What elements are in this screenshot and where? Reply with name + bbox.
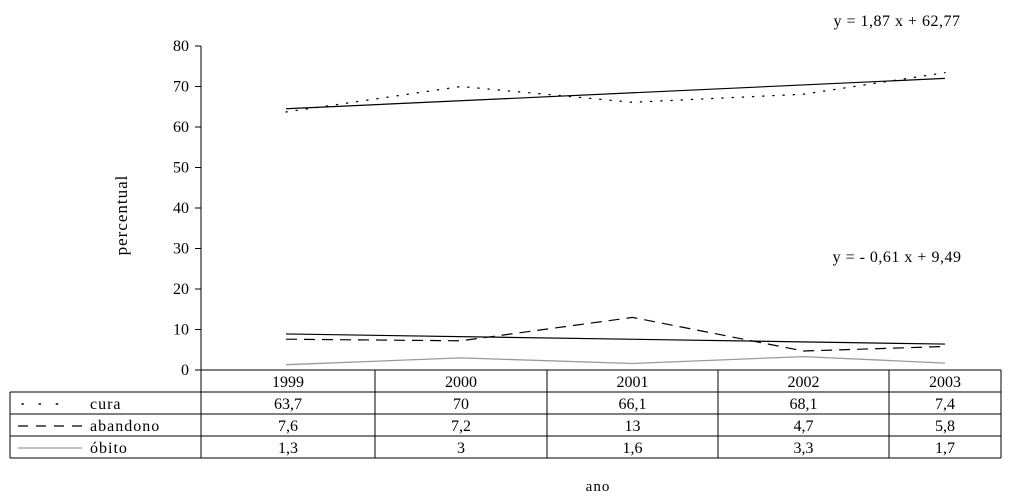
x-tick-label: 2002 [788, 374, 820, 391]
x-axis-label: ano [586, 479, 611, 495]
table-cell: 70 [453, 396, 469, 413]
y-tick-label: 50 [173, 160, 189, 177]
y-tick-label: 10 [173, 322, 189, 339]
table-cell: 7,2 [451, 418, 471, 435]
x-tick-label: 2001 [617, 374, 649, 391]
trendline [285, 77, 946, 110]
x-tick-label: 2003 [929, 374, 961, 391]
series-layer [285, 72, 946, 366]
y-tick-label: 40 [173, 200, 189, 217]
x-tick-label: 2000 [445, 374, 477, 391]
data-table: 1999 2000 2001 2002 2003 cura 63,7 70 66,1 68,1 7,… [9, 369, 1002, 459]
table-cell: 1,3 [278, 440, 298, 457]
y-axis-label: percentual [112, 175, 131, 256]
table-cell: 7,4 [935, 396, 955, 413]
y-tick-label: 0 [181, 362, 189, 379]
trendline-layer: y = 1,87 x + 62,77 y = - 0,61 x + 9,49 [285, 13, 962, 345]
series-line-abandono [285, 316, 946, 352]
trendline [285, 333, 946, 345]
table-cell: 7,6 [278, 418, 298, 435]
legend-label: cura [90, 396, 122, 413]
table-cell: 3 [457, 440, 465, 457]
table-cell: 5,8 [935, 418, 955, 435]
y-axis: 0 10 20 30 40 50 60 70 80 [173, 38, 202, 379]
table-cell: 4,7 [794, 418, 814, 435]
table-cell: 1,6 [623, 440, 643, 457]
table-cell: 68,1 [790, 396, 818, 413]
y-tick-label: 60 [173, 119, 189, 136]
trendline-equation: y = 1,87 x + 62,77 [833, 13, 960, 30]
table-cell: 13 [625, 418, 641, 435]
x-tick-label: 1999 [272, 374, 304, 391]
legend-label: abandono [90, 418, 160, 435]
y-tick-label: 70 [173, 79, 189, 96]
y-tick-label: 20 [173, 281, 189, 298]
y-tick-label: 30 [173, 241, 189, 258]
series-line-cura [285, 72, 946, 113]
table-cell: 1,7 [935, 440, 955, 457]
y-tick-label: 80 [173, 38, 189, 55]
table-cell: 63,7 [274, 396, 302, 413]
table-cell: 3,3 [794, 440, 814, 457]
trendline-equation: y = - 0,61 x + 9,49 [833, 249, 962, 266]
legend-label: óbito [90, 440, 128, 457]
table-cell: 66,1 [619, 396, 647, 413]
series-line-óbito [285, 355, 946, 366]
